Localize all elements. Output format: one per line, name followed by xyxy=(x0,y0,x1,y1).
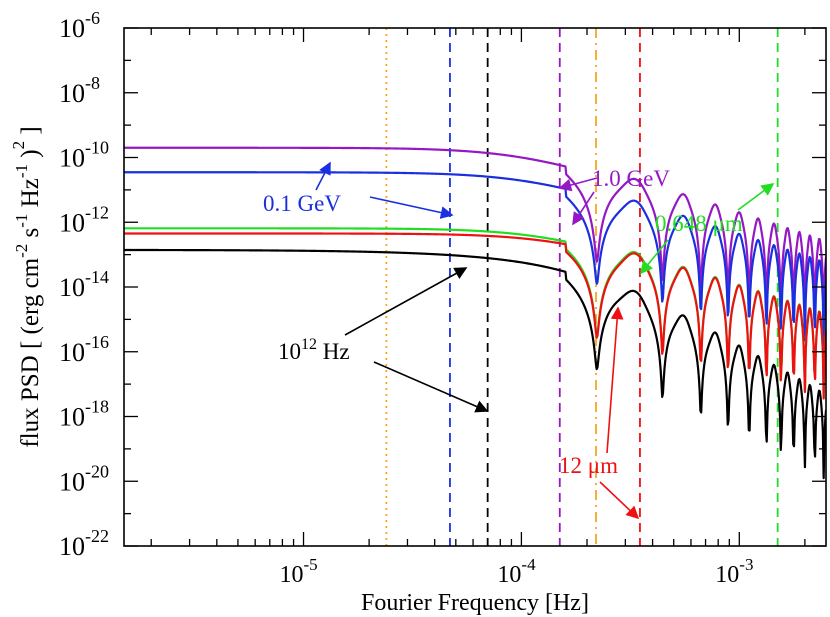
series-line-1 xyxy=(124,171,826,348)
annotation-1e12hz: 1012 Hz xyxy=(278,336,350,364)
annotations: 1.0 GeV 0.1 GeV 0.648 μm 12 μm 1012 Hz xyxy=(263,161,775,520)
x-tick-label: 10-5 xyxy=(280,555,318,588)
y-tick-label: 10-18 xyxy=(59,397,109,432)
arrow-12um-a xyxy=(606,306,624,454)
y-tick-label: 10-16 xyxy=(59,332,109,367)
y-tick-label: 10-12 xyxy=(59,202,109,237)
series-line-2 xyxy=(124,227,826,399)
arrow-12um-b xyxy=(599,481,640,520)
arrow-1gev-b xyxy=(572,191,595,226)
y-tick-label: 10-10 xyxy=(59,138,109,173)
y-tick-labels: 10-6 10-8 10-10 10-12 10-14 10-16 10-18 10-20 10… xyxy=(59,8,109,561)
y-tick-label: 10-8 xyxy=(59,73,100,108)
series-layer xyxy=(124,146,826,480)
annotation-12um: 12 μm xyxy=(559,453,618,478)
arrow-01gev-a xyxy=(315,161,331,191)
arrow-0648um-a xyxy=(737,183,775,211)
series-line-4 xyxy=(124,248,826,480)
x-tick-label: 10-4 xyxy=(497,555,536,588)
vertical-reference-lines xyxy=(385,28,779,546)
annotation-0648um: 0.648 μm xyxy=(655,211,743,236)
series-line-3 xyxy=(124,232,826,400)
axis-ticks xyxy=(124,27,826,547)
arrow-01gev-b xyxy=(369,196,454,219)
annotation-01gev: 0.1 GeV xyxy=(263,191,341,216)
y-axis-label: flux PSD [ (erg cm-2 s-1 Hz-1 )2 ] xyxy=(9,126,44,447)
arrow-1e12hz-b xyxy=(373,361,489,413)
arrow-1e12hz-a xyxy=(344,267,468,336)
y-tick-label: 10-22 xyxy=(59,526,109,561)
y-tick-label: 10-14 xyxy=(59,267,109,302)
x-tick-label: 10-3 xyxy=(715,555,753,588)
y-tick-label: 10-20 xyxy=(59,461,109,496)
x-tick-labels: 10-5 10-4 10-3 xyxy=(280,555,754,588)
arrow-0648um-b xyxy=(639,239,669,275)
annotation-1gev: 1.0 GeV xyxy=(592,166,670,191)
x-axis-label: Fourier Frequency [Hz] xyxy=(361,590,589,616)
series-line-0 xyxy=(124,146,826,327)
arrow-1gev-a xyxy=(558,177,598,192)
y-tick-label: 10-6 xyxy=(59,8,100,43)
